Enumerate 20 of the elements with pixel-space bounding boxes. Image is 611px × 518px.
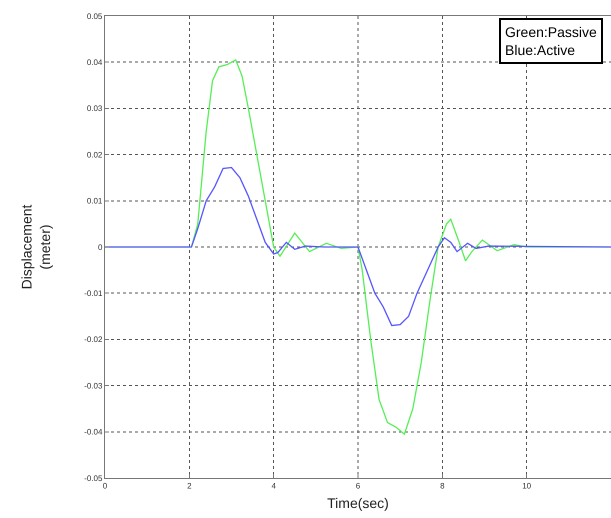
y-tick-label: 0.03	[86, 104, 103, 114]
y-tick-label: -0.01	[84, 289, 103, 298]
annotation: Blue:Active	[505, 42, 576, 58]
y-tick-label: -0.02	[84, 335, 103, 344]
y-tick-label: 0	[98, 242, 103, 252]
y-tick-label: 0.04	[86, 58, 103, 67]
x-tick-label: 6	[356, 482, 361, 491]
y-tick-label: -0.03	[84, 381, 103, 390]
x-axis-title: Time(sec)	[327, 494, 389, 511]
x-tick-label: 4	[271, 482, 276, 491]
y-tick-label: -0.04	[84, 428, 103, 437]
y-tick-label: 0.05	[86, 12, 103, 21]
x-tick-label: 10	[522, 482, 532, 491]
y-tick-label: 0.01	[86, 196, 103, 206]
y-tick-label: -0.05	[84, 474, 103, 483]
x-tick-label: 8	[440, 482, 446, 491]
y-tick-label: 0.02	[86, 150, 103, 160]
annotation: Green:Passive	[505, 24, 598, 40]
y-axis-title: Displacement (meter)	[18, 204, 53, 290]
x-tick-label: 2	[187, 482, 192, 491]
